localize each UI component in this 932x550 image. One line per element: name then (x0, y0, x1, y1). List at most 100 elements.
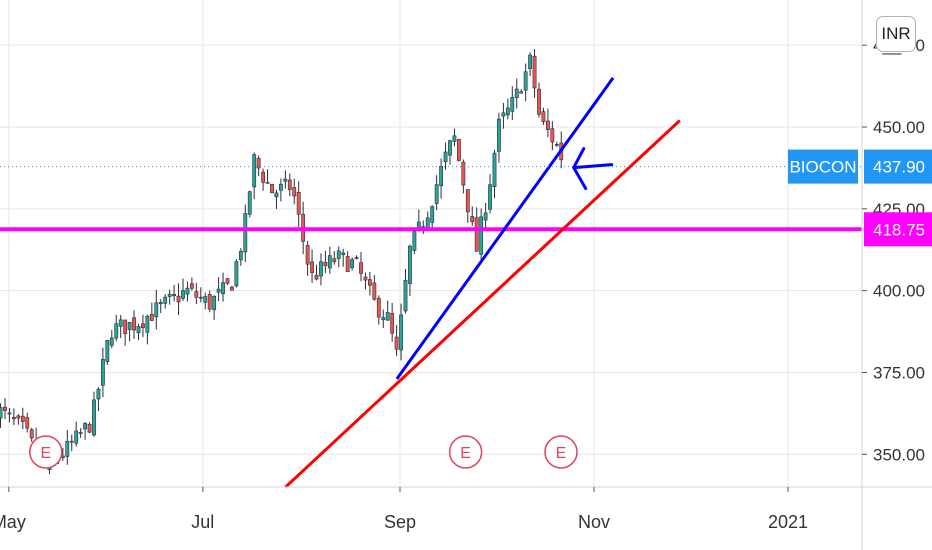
candle-body (327, 255, 332, 269)
candle-body (132, 317, 136, 331)
candle-body (265, 182, 270, 184)
trend-lines[interactable] (284, 77, 681, 489)
candle-body (100, 359, 105, 386)
price-tick-label: 350.00 (873, 445, 925, 464)
candle-body (11, 417, 16, 420)
candle-body (403, 279, 408, 312)
candle-body (225, 278, 230, 284)
symbol-label: BIOCON (789, 158, 856, 177)
time-axis[interactable]: May Jul Sep Nov 2021 (0, 487, 808, 532)
candle-body (363, 276, 368, 281)
last-price-label: 437.90 (873, 158, 925, 177)
arrow-icon (572, 147, 614, 191)
candle-body (541, 111, 546, 122)
candle-body (203, 296, 208, 303)
candle-body (488, 184, 492, 210)
red-trend-line[interactable] (284, 119, 681, 489)
candle-body (270, 183, 274, 194)
candle-body (74, 430, 79, 444)
candle-body (243, 213, 248, 253)
candle-body (212, 295, 217, 311)
candle-body (216, 288, 221, 293)
candle-body (412, 231, 417, 251)
hline-price-tag (864, 212, 932, 247)
candle-body (252, 154, 257, 188)
candle-body (247, 191, 252, 215)
candle-body (123, 319, 128, 334)
candle-body (83, 423, 87, 430)
candle-body (519, 91, 524, 94)
price-tick-label: 400.00 (873, 282, 925, 301)
earnings-marker[interactable] (448, 435, 483, 469)
candle-body (25, 417, 30, 429)
hline-price-label: 418.75 (873, 220, 925, 239)
candle-body (3, 406, 7, 411)
candle-body (230, 286, 234, 291)
candle-body (118, 319, 123, 327)
time-tick-label: May (0, 512, 26, 532)
candle-body (376, 297, 381, 318)
candle-body (537, 88, 541, 115)
candle-body (345, 256, 350, 272)
candle-body (185, 287, 190, 295)
candle-body (545, 120, 550, 130)
earnings-marker[interactable] (29, 435, 63, 469)
candle-body (372, 282, 377, 300)
candle-body (399, 314, 403, 351)
earnings-marker[interactable] (544, 435, 578, 469)
candle-body (292, 187, 297, 197)
candle-body (0, 407, 3, 419)
candle-body (456, 139, 461, 161)
candle-body (425, 217, 430, 229)
candle-body (332, 258, 337, 262)
candle-body (434, 184, 439, 204)
currency-button[interactable]: INR (876, 16, 916, 52)
candle-body (305, 245, 310, 265)
candle-body (514, 88, 519, 98)
candle-body (448, 140, 452, 156)
candle-body (532, 55, 537, 89)
candle-body (256, 157, 261, 169)
price-tick-label: 375.00 (873, 363, 925, 382)
candle-body (296, 191, 301, 215)
blue-trend-line[interactable] (395, 77, 615, 380)
candles (0, 49, 564, 475)
candle-body (510, 96, 515, 112)
candle-body (474, 217, 479, 252)
candle-body (114, 323, 119, 339)
arrow-annotation[interactable] (572, 147, 614, 191)
candle-body (136, 326, 141, 334)
candle-body (336, 250, 341, 259)
time-tick-label: 2021 (768, 512, 808, 532)
candle-body (16, 415, 21, 419)
candle-body (221, 282, 225, 295)
candle-body (172, 293, 176, 297)
price-tick-label: 450.00 (873, 118, 925, 137)
candle-body (479, 216, 484, 255)
candle-body (367, 279, 372, 286)
candle-body (439, 166, 443, 187)
time-tick-label: Jul (191, 512, 214, 532)
candle-body (149, 313, 154, 321)
candle-body (65, 441, 70, 457)
candle-body (523, 71, 528, 91)
candle-body (492, 152, 497, 187)
candle-body (314, 274, 319, 280)
candle-body (198, 296, 203, 299)
candle-body (194, 291, 199, 298)
candle-body (554, 144, 559, 146)
candle-body (96, 388, 101, 400)
candle-body (505, 107, 510, 116)
candle-body (283, 178, 288, 182)
grid-lines (0, 0, 862, 487)
candle-body (163, 296, 168, 304)
candle-body (341, 252, 346, 255)
candle-body (234, 261, 239, 287)
candle-body (261, 171, 265, 183)
candle-body (278, 183, 283, 191)
candle-body (189, 283, 194, 289)
candle-body (416, 221, 421, 229)
